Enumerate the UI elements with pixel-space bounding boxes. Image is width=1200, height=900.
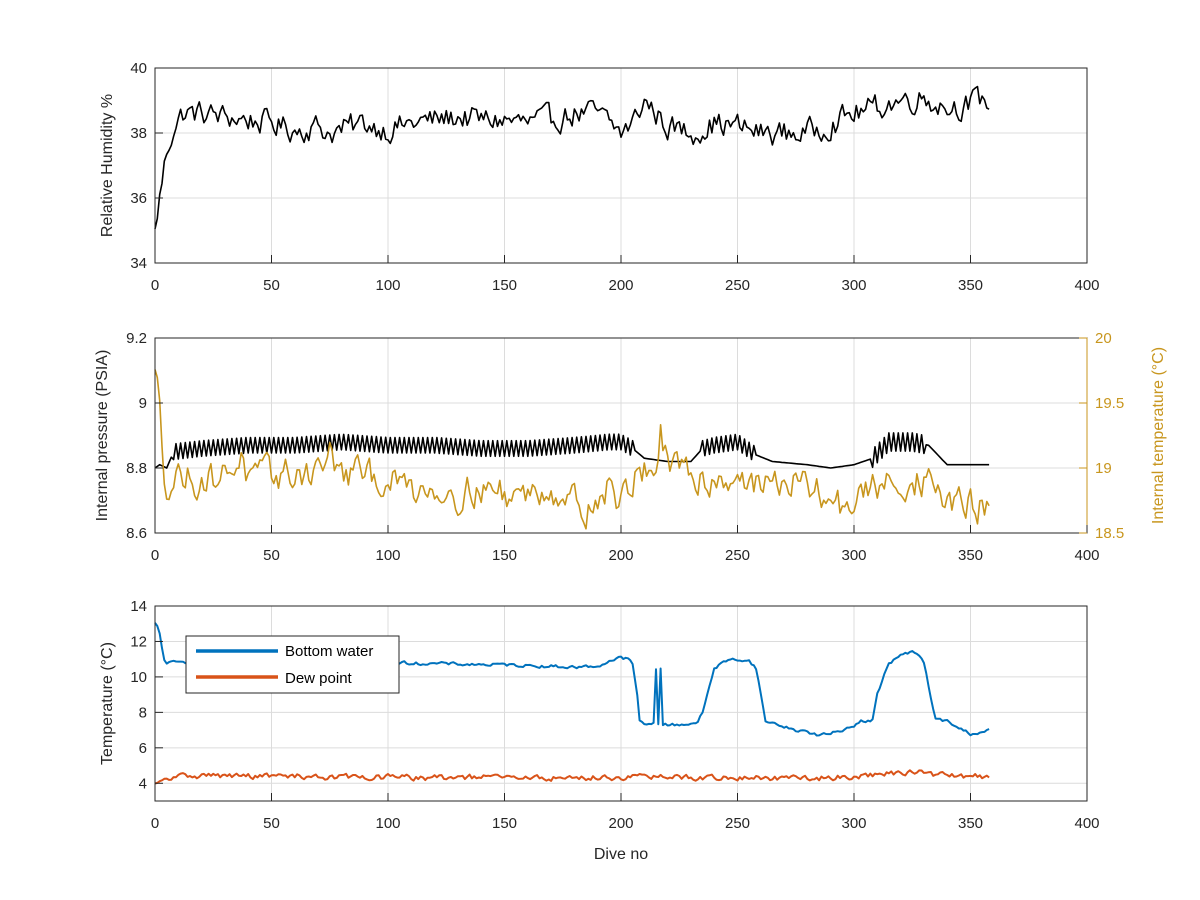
x-tick-label: 300 xyxy=(841,277,866,294)
temperature-ylabel: Temperature (°C) xyxy=(99,642,116,765)
y-right-tick-label: 19 xyxy=(1095,460,1112,477)
series-0-line xyxy=(154,432,990,469)
x-tick-label: 0 xyxy=(151,547,159,564)
x-tick-label: 100 xyxy=(375,547,400,564)
legend-label-dew-point: Dew point xyxy=(285,670,353,687)
x-tick-label: 300 xyxy=(841,547,866,564)
pressure-ylabel: Internal pressure (PSIA) xyxy=(94,350,111,522)
y-tick-label: 36 xyxy=(130,190,147,207)
humidity-gridlines xyxy=(155,68,1087,263)
series-0-line xyxy=(154,85,990,230)
humidity-ylabel: Relative Humidity % xyxy=(99,94,116,237)
dew-point-line xyxy=(154,769,990,785)
x-tick-label: 200 xyxy=(608,277,633,294)
x-tick-label: 150 xyxy=(492,547,517,564)
x-tick-label: 50 xyxy=(263,815,280,832)
y-tick-label: 8.8 xyxy=(126,460,147,477)
x-tick-label: 350 xyxy=(958,815,983,832)
y-tick-label: 38 xyxy=(130,125,147,142)
temperature-y-ticks: 4 6 8 10 12 14 xyxy=(130,598,163,792)
humidity-x-ticks: 0 50 100 150 200 250 300 350 400 xyxy=(151,255,1100,294)
pressure-temperature-chart: 0 50 100 150 200 250 300 350 400 8.6 8.8 9 9.2 18.5… xyxy=(94,330,1167,564)
y-tick-label: 9 xyxy=(139,395,147,412)
temperature-xlabel: Dive no xyxy=(594,846,648,863)
temperature-legend: Bottom water Dew point xyxy=(185,635,400,694)
x-tick-label: 150 xyxy=(492,815,517,832)
temperature-chart: 0 50 100 150 200 250 300 350 400 4 6 8 10 12 14 Tempe… xyxy=(99,598,1100,863)
internal-temperature-ylabel: Internal temperature (°C) xyxy=(1150,347,1167,524)
temperature-x-ticks: 0 50 100 150 200 250 300 350 400 xyxy=(151,793,1100,832)
y-right-tick-label: 19.5 xyxy=(1095,395,1124,412)
y-tick-label: 34 xyxy=(130,255,147,272)
x-tick-label: 100 xyxy=(375,815,400,832)
x-tick-label: 400 xyxy=(1074,815,1099,832)
pressure-temperature-series xyxy=(154,369,990,530)
pressure-y-ticks: 8.6 8.8 9 9.2 xyxy=(126,330,163,542)
x-tick-label: 0 xyxy=(151,277,159,294)
pressure-x-ticks: 0 50 100 150 200 250 300 350 400 xyxy=(151,525,1100,564)
y-tick-label: 10 xyxy=(130,669,147,686)
x-tick-label: 100 xyxy=(375,277,400,294)
internal-temperature-y-ticks: 18.5 19 19.5 20 xyxy=(1079,330,1124,542)
x-tick-label: 400 xyxy=(1074,547,1099,564)
y-right-tick-label: 20 xyxy=(1095,330,1112,347)
y-tick-label: 8 xyxy=(139,704,147,721)
humidity-chart: 0 50 100 150 200 250 300 350 400 34 36 38 40 Relati… xyxy=(99,60,1100,294)
y-right-tick-label: 18.5 xyxy=(1095,525,1124,542)
x-tick-label: 350 xyxy=(958,277,983,294)
pressure-gridlines xyxy=(155,338,1087,533)
y-tick-label: 12 xyxy=(130,633,147,650)
y-tick-label: 40 xyxy=(130,60,147,77)
x-tick-label: 200 xyxy=(608,547,633,564)
y-tick-label: 6 xyxy=(139,740,147,757)
legend-box xyxy=(185,635,400,694)
y-tick-label: 14 xyxy=(130,598,147,615)
x-tick-label: 250 xyxy=(725,815,750,832)
y-tick-label: 9.2 xyxy=(126,330,147,347)
x-tick-label: 250 xyxy=(725,547,750,564)
x-tick-label: 250 xyxy=(725,277,750,294)
x-tick-label: 400 xyxy=(1074,277,1099,294)
temperature-gridlines xyxy=(155,606,1087,801)
y-tick-label: 8.6 xyxy=(126,525,147,542)
series-1-line xyxy=(154,369,990,530)
x-tick-label: 150 xyxy=(492,277,517,294)
humidity-y-ticks: 34 36 38 40 xyxy=(130,60,163,272)
x-tick-label: 0 xyxy=(151,815,159,832)
x-tick-label: 50 xyxy=(263,277,280,294)
x-tick-label: 300 xyxy=(841,815,866,832)
humidity-series xyxy=(154,85,990,230)
legend-label-bottom-water: Bottom water xyxy=(285,643,373,660)
x-tick-label: 200 xyxy=(608,815,633,832)
y-tick-label: 4 xyxy=(139,775,147,792)
x-tick-label: 50 xyxy=(263,547,280,564)
x-tick-label: 350 xyxy=(958,547,983,564)
